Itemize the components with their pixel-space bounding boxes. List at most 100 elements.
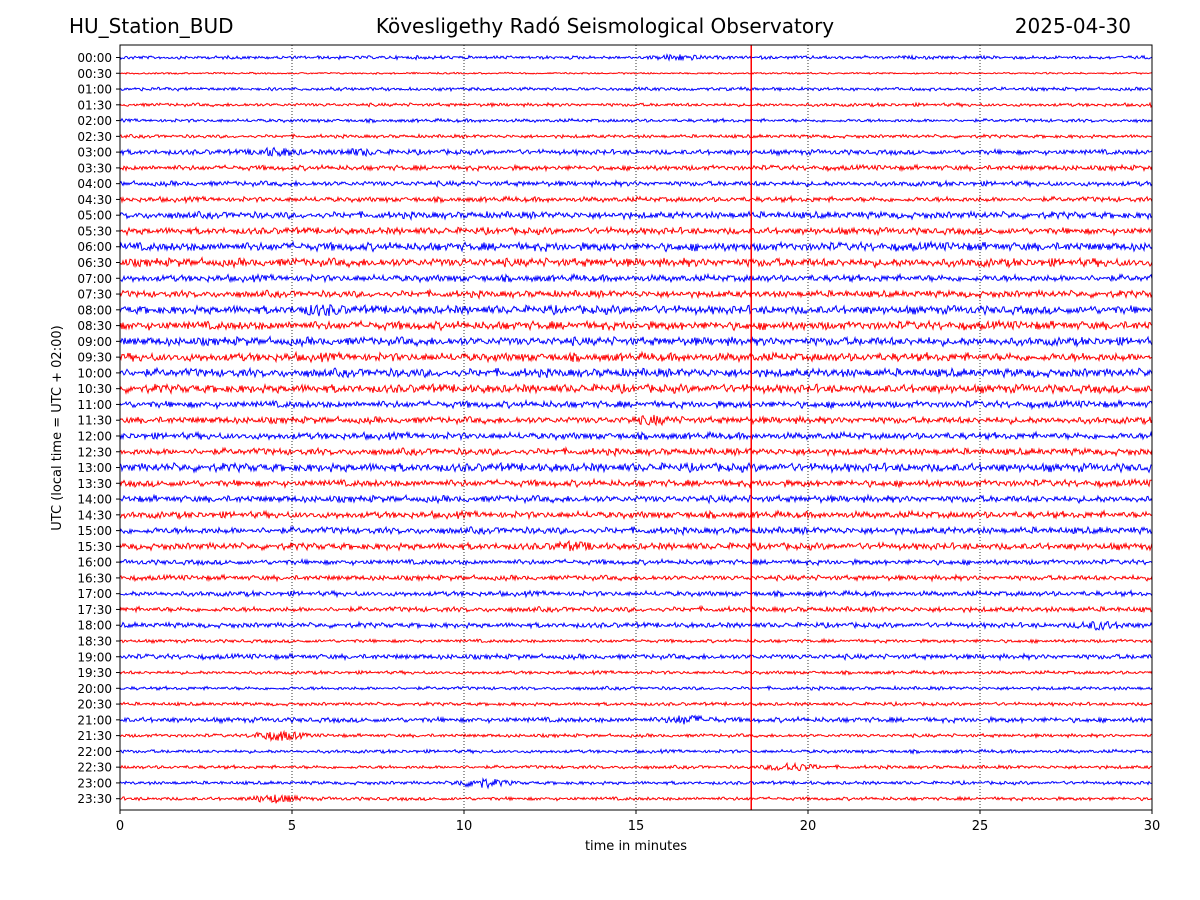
y-tick-label: 07:30 — [77, 288, 112, 302]
y-tick-label: 00:00 — [77, 51, 112, 65]
y-tick-label: 13:30 — [77, 477, 112, 491]
trace-0430 — [119, 194, 1153, 205]
trace-0100 — [119, 85, 1153, 93]
trace-0900 — [119, 335, 1153, 348]
trace-1100 — [119, 398, 1153, 411]
grid-layer — [291, 45, 981, 810]
trace-0130 — [119, 101, 1153, 109]
y-tick-label: 05:30 — [77, 224, 112, 238]
trace-1800 — [119, 620, 1153, 631]
y-tick-label: 00:30 — [77, 67, 112, 81]
trace-1200 — [119, 430, 1153, 442]
trace-0300 — [119, 146, 1153, 158]
y-tick-label: 15:00 — [77, 524, 112, 538]
trace-1000 — [119, 366, 1153, 379]
y-tick-label: 03:30 — [77, 161, 112, 175]
trace-0930 — [119, 350, 1153, 364]
trace-0700 — [119, 272, 1153, 284]
trace-layer — [119, 53, 1153, 804]
trace-0530 — [119, 225, 1153, 237]
trace-2230 — [119, 761, 1153, 772]
y-tick-label: 19:30 — [77, 666, 112, 680]
y-tick-label: 23:30 — [77, 792, 112, 806]
y-tick-label: 07:00 — [77, 272, 112, 286]
trace-0500 — [119, 210, 1153, 221]
trace-1400 — [119, 493, 1153, 505]
y-tick-label: 02:00 — [77, 114, 112, 128]
trace-1230 — [119, 445, 1153, 458]
y-tick-label: 17:00 — [77, 587, 112, 601]
y-tick-label: 04:00 — [77, 177, 112, 191]
y-tick-label: 20:30 — [77, 698, 112, 712]
y-tick-label: 13:00 — [77, 461, 112, 475]
y-tick-label: 11:00 — [77, 398, 112, 412]
y-tick-label: 12:00 — [77, 429, 112, 443]
trace-1030 — [119, 382, 1153, 395]
y-tick-label: 03:00 — [77, 146, 112, 160]
y-tick-label: 22:00 — [77, 745, 112, 759]
y-tick-label: 06:00 — [77, 240, 112, 254]
trace-1500 — [119, 525, 1153, 537]
y-tick-label: 17:30 — [77, 603, 112, 617]
y-tick-label: 10:30 — [77, 382, 112, 396]
trace-1900 — [119, 652, 1153, 662]
y-tick-label: 01:00 — [77, 83, 112, 97]
y-tick-label: 11:30 — [77, 414, 112, 428]
trace-1600 — [119, 557, 1153, 567]
y-axis-label: UTC (local time = UTC + 02:00) — [50, 325, 65, 530]
trace-1830 — [119, 637, 1153, 645]
y-tick-label: 14:30 — [77, 508, 112, 522]
x-tick-label-25: 25 — [972, 819, 989, 834]
x-axis-label: time in minutes — [585, 839, 687, 854]
y-tick-label: 08:30 — [77, 319, 112, 333]
y-tick-label: 02:30 — [77, 130, 112, 144]
y-tick-label: 06:30 — [77, 256, 112, 270]
y-tick-label: 20:00 — [77, 682, 112, 696]
trace-1930 — [119, 669, 1153, 676]
x-tick-label-15: 15 — [628, 819, 645, 834]
x-tick-label-10: 10 — [456, 819, 473, 834]
y-tick-label: 23:00 — [77, 776, 112, 790]
y-tick-label: 10:00 — [77, 366, 112, 380]
trace-0830 — [119, 319, 1153, 332]
y-tick-label: 15:30 — [77, 540, 112, 554]
trace-2000 — [119, 684, 1153, 692]
chart-date: 2025-04-30 — [1014, 14, 1131, 38]
trace-1330 — [119, 477, 1153, 489]
trace-2300 — [119, 777, 1153, 790]
trace-0200 — [119, 117, 1153, 125]
y-tick-label: 21:00 — [77, 713, 112, 727]
y-tick-label: 19:00 — [77, 650, 112, 664]
trace-1430 — [119, 509, 1153, 520]
y-tick-label: 18:00 — [77, 619, 112, 633]
y-tick-label: 16:30 — [77, 571, 112, 585]
x-tick-label-5: 5 — [288, 819, 296, 834]
y-tick-label: 22:30 — [77, 761, 112, 775]
y-tick-label: 12:30 — [77, 445, 112, 459]
y-tick-label: 14:00 — [77, 493, 112, 507]
y-tick-label: 08:00 — [77, 303, 112, 317]
y-tick-label: 21:30 — [77, 729, 112, 743]
x-axis: 0 5 10 15 20 25 30 — [116, 810, 1160, 834]
y-tick-label: 18:30 — [77, 634, 112, 648]
station-name: HU_Station_BUD — [69, 14, 234, 38]
trace-0630 — [119, 256, 1153, 269]
y-tick-label: 04:30 — [77, 193, 112, 207]
trace-2030 — [119, 700, 1153, 708]
trace-2100 — [119, 714, 1153, 725]
chart-title: Kövesligethy Radó Seismological Observat… — [375, 14, 835, 38]
y-tick-label: 09:00 — [77, 335, 112, 349]
trace-0030 — [119, 71, 1153, 75]
trace-0330 — [119, 163, 1153, 173]
x-tick-label-0: 0 — [116, 819, 124, 834]
x-tick-label-20: 20 — [800, 819, 817, 834]
y-tick-label: 01:30 — [77, 98, 112, 112]
x-tick-label-30: 30 — [1144, 819, 1161, 834]
y-tick-label: 09:30 — [77, 351, 112, 365]
y-tick-label: 05:00 — [77, 209, 112, 223]
trace-0230 — [119, 133, 1153, 140]
trace-1300 — [119, 461, 1153, 474]
y-tick-label: 16:00 — [77, 556, 112, 570]
